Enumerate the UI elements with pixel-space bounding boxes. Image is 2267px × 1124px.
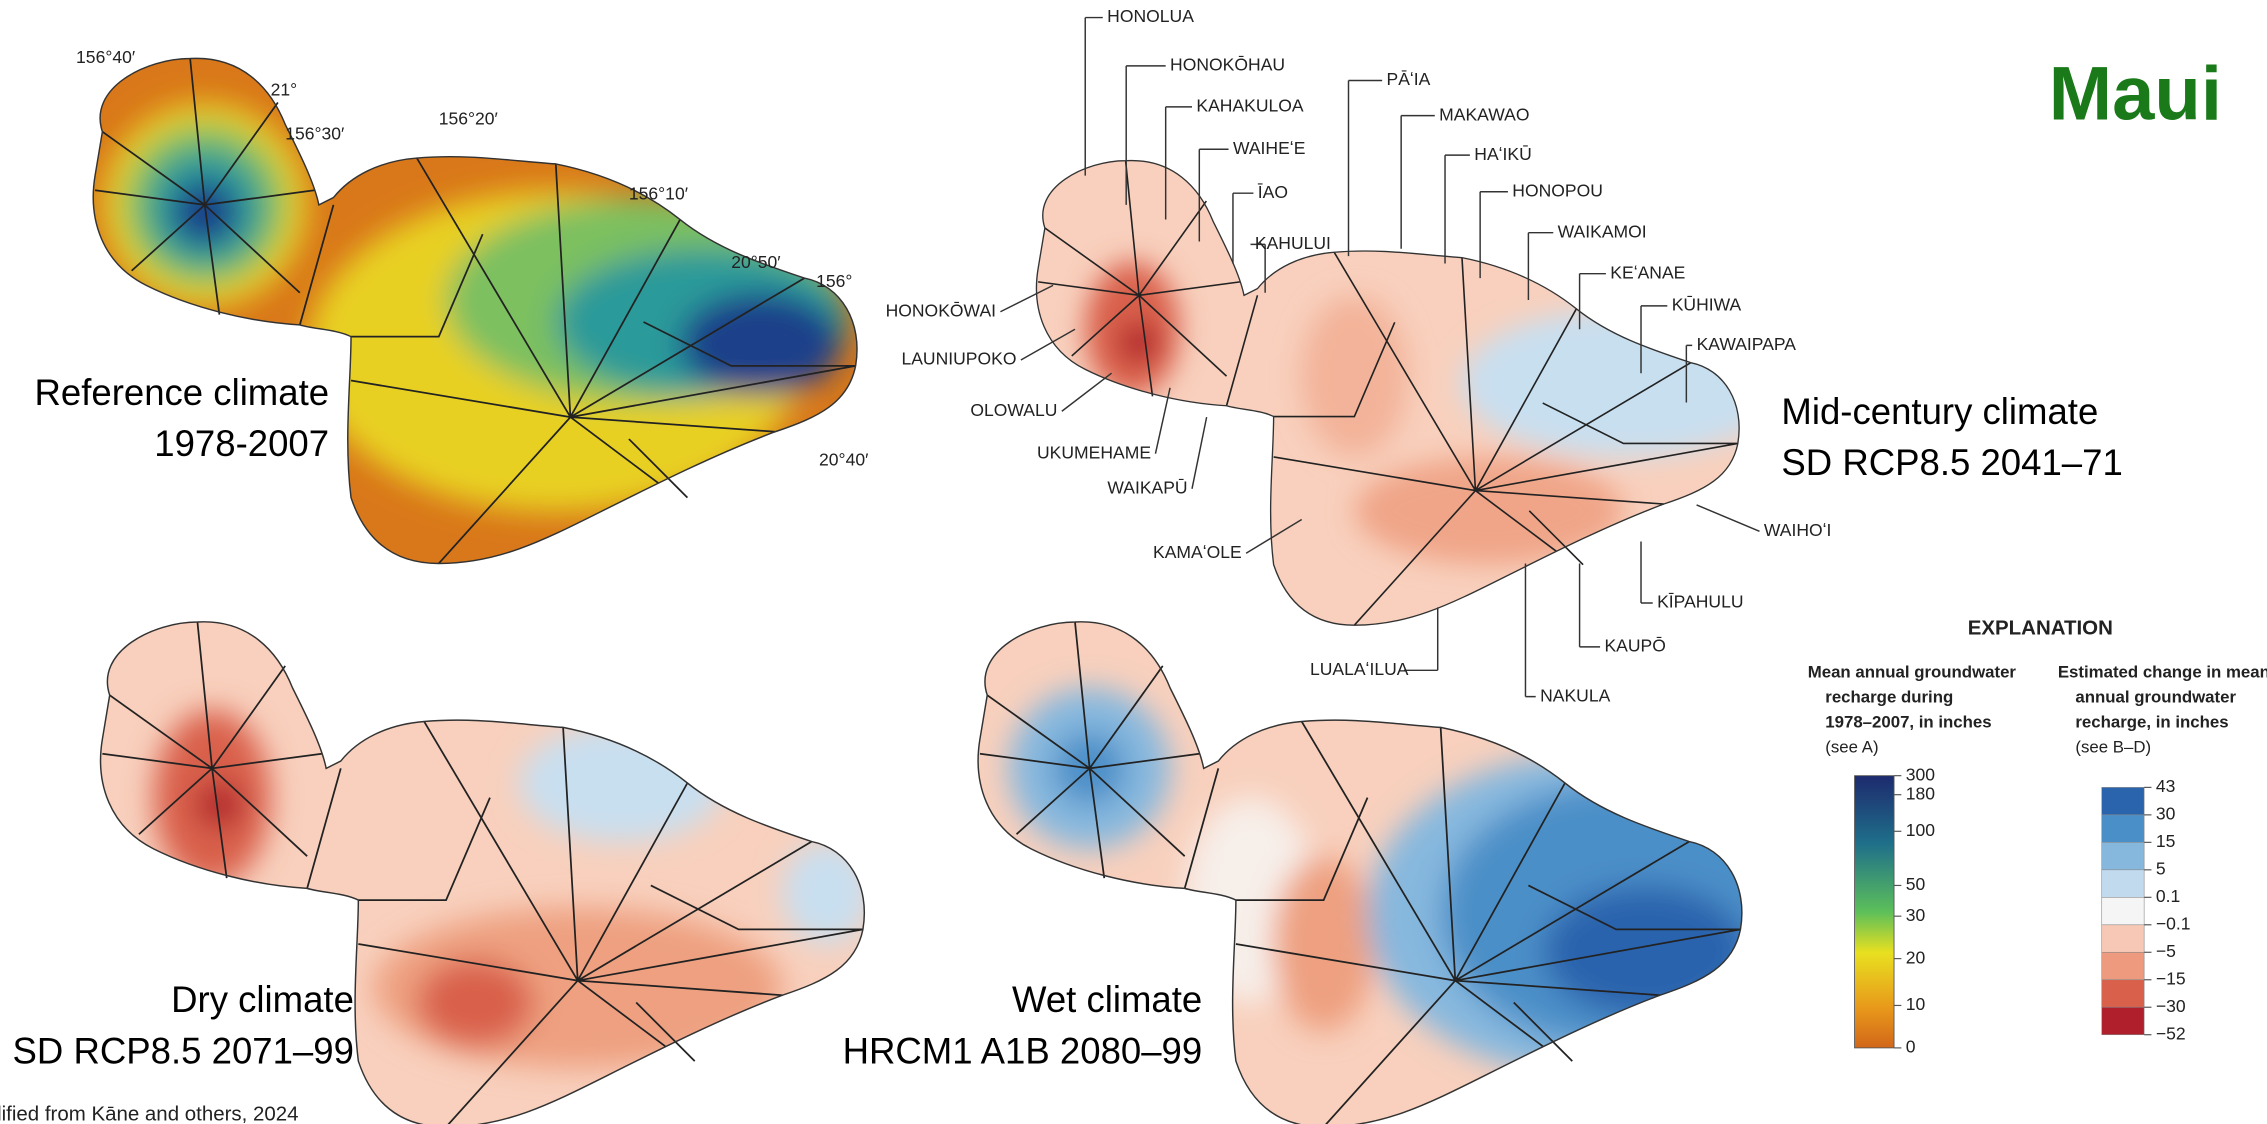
watershed-label: LAUNIUPOKO: [901, 349, 1016, 369]
watershed-label: LUALAʻILUA: [1310, 659, 1409, 679]
watershed-label: HONOKŌWAI: [886, 300, 996, 320]
legend-label: −15: [2156, 968, 2186, 988]
watershed-label: KAUPŌ: [1604, 636, 1665, 656]
page-title: Maui: [2049, 52, 2222, 137]
watershed-label: KAWAIPAPA: [1697, 334, 1797, 354]
watershed-label: WAIKAPŪ: [1107, 477, 1187, 497]
legend-caption: 1978–2007, in inches: [1825, 712, 1991, 731]
map-reference: [93, 58, 857, 563]
legend-swatch: [2102, 787, 2144, 814]
watershed-label: NAKULA: [1540, 685, 1610, 705]
leader-line: [1192, 417, 1207, 489]
leader-line: [1401, 116, 1435, 249]
coordinate-label: 20°40′: [819, 450, 868, 470]
legend-label: 5: [2156, 858, 2166, 878]
coordinate-label: 156°20′: [439, 109, 498, 129]
coordinate-label: 20°50′: [731, 252, 780, 272]
coordinate-label: 156°40′: [76, 47, 135, 67]
coordinate-label: 156°30′: [285, 123, 344, 143]
panel-title: Wet climate: [1012, 979, 1202, 1020]
legend-swatch: [2102, 842, 2144, 869]
watershed-label: KEʻANAE: [1610, 262, 1685, 282]
figure: Maui lified from Kāne and others, 2024 E…: [0, 0, 2267, 1124]
legend-label: 30: [2156, 804, 2176, 824]
leader-line: [1155, 388, 1170, 454]
watershed-label: HONOLUA: [1107, 6, 1194, 26]
legend-label: −5: [2156, 941, 2176, 961]
watershed-label: ĪAO: [1258, 182, 1288, 202]
watershed-label: OLOWALU: [970, 400, 1057, 420]
leader-line: [1580, 563, 1600, 646]
legend-label: 20: [1906, 947, 1926, 967]
legend-swatch: [2102, 897, 2144, 924]
legend-swatch: [2102, 815, 2144, 842]
legend-caption: (see A): [1825, 737, 1878, 756]
legend-caption: Estimated change in mean: [2058, 663, 2267, 682]
legend-heading: EXPLANATION: [1968, 617, 2113, 640]
page: Maui lified from Kāne and others, 2024 E…: [0, 0, 2267, 1124]
watershed-label: MAKAWAO: [1439, 104, 1529, 124]
legend-label: 30: [1906, 905, 1926, 925]
panel-title: Reference climate: [35, 372, 330, 413]
leader-line: [1062, 373, 1112, 411]
coordinate-label: 156°10′: [629, 183, 688, 203]
leader-line: [1445, 155, 1470, 263]
legend-label: 180: [1906, 783, 1936, 803]
legend-label: −52: [2156, 1023, 2186, 1043]
legend-label: 43: [2156, 776, 2176, 796]
watershed-label: HONOPOU: [1512, 180, 1603, 200]
panel-subtitle: HRCM1 A1B 2080–99: [843, 1030, 1203, 1071]
watershed-label: KĪPAHULU: [1657, 592, 1743, 612]
legend-caption: Mean annual groundwater: [1808, 663, 2017, 682]
legend-swatch: [2102, 1007, 2144, 1034]
source-note: lified from Kāne and others, 2024: [0, 1103, 299, 1124]
watershed-label: UKUMEHAME: [1037, 442, 1151, 462]
map-mid-century: [1036, 161, 1784, 626]
leader-line: [1085, 18, 1103, 176]
watershed-label: WAIKAMOI: [1558, 221, 1647, 241]
leader-line: [1697, 505, 1760, 531]
recharge-colorbar: [1855, 776, 1894, 1048]
legend-label: −30: [2156, 996, 2186, 1016]
panel-subtitle: SD RCP8.5 2071–99: [13, 1030, 354, 1071]
coordinate-label: 156°: [816, 271, 852, 291]
legend-label: 50: [1906, 874, 1926, 894]
leader-line: [1641, 542, 1653, 603]
panel-title: Mid-century climate: [1781, 391, 2098, 432]
legend-label: 0.1: [2156, 886, 2180, 906]
legend-label: 10: [1906, 994, 1926, 1014]
panel-title: Dry climate: [171, 979, 354, 1020]
coordinate-label: 21°: [271, 79, 298, 99]
watershed-label: HAʻIKŪ: [1474, 144, 1532, 164]
change-colorbar: [2102, 787, 2144, 1034]
watershed-label: WAIHEʻE: [1233, 138, 1305, 158]
watershed-label: HONOKŌHAU: [1170, 54, 1285, 74]
legend-caption: recharge during: [1825, 688, 1953, 707]
legend-label: 0: [1906, 1037, 1916, 1057]
watershed-label: KAMAʻOLE: [1153, 542, 1242, 562]
panel-subtitle: 1978-2007: [154, 423, 329, 464]
leader-line: [1348, 80, 1382, 256]
leader-line: [1525, 563, 1535, 696]
legend-swatch: [2102, 925, 2144, 952]
legend-swatch: [2102, 870, 2144, 897]
watershed-label: KAHULUI: [1255, 233, 1331, 253]
legend-swatch: [2102, 980, 2144, 1007]
leader-line: [1233, 193, 1253, 263]
legend-caption: (see B–D): [2075, 737, 2151, 756]
legend-label: 100: [1906, 820, 1936, 840]
watershed-label: KAHAKULOA: [1196, 95, 1304, 115]
legend-swatch: [2102, 952, 2144, 979]
legend-caption: recharge, in inches: [2075, 712, 2228, 731]
legend-label: 15: [2156, 831, 2176, 851]
watershed-label: PĀʻIA: [1387, 69, 1431, 89]
legend-caption: annual groundwater: [2075, 688, 2236, 707]
legend-label: 300: [1906, 764, 1936, 784]
watershed-label: WAIHOʻI: [1764, 520, 1832, 540]
legend-label: −0.1: [2156, 913, 2191, 933]
watershed-label: KŪHIWA: [1672, 295, 1742, 315]
panel-subtitle: SD RCP8.5 2041–71: [1781, 442, 2122, 483]
